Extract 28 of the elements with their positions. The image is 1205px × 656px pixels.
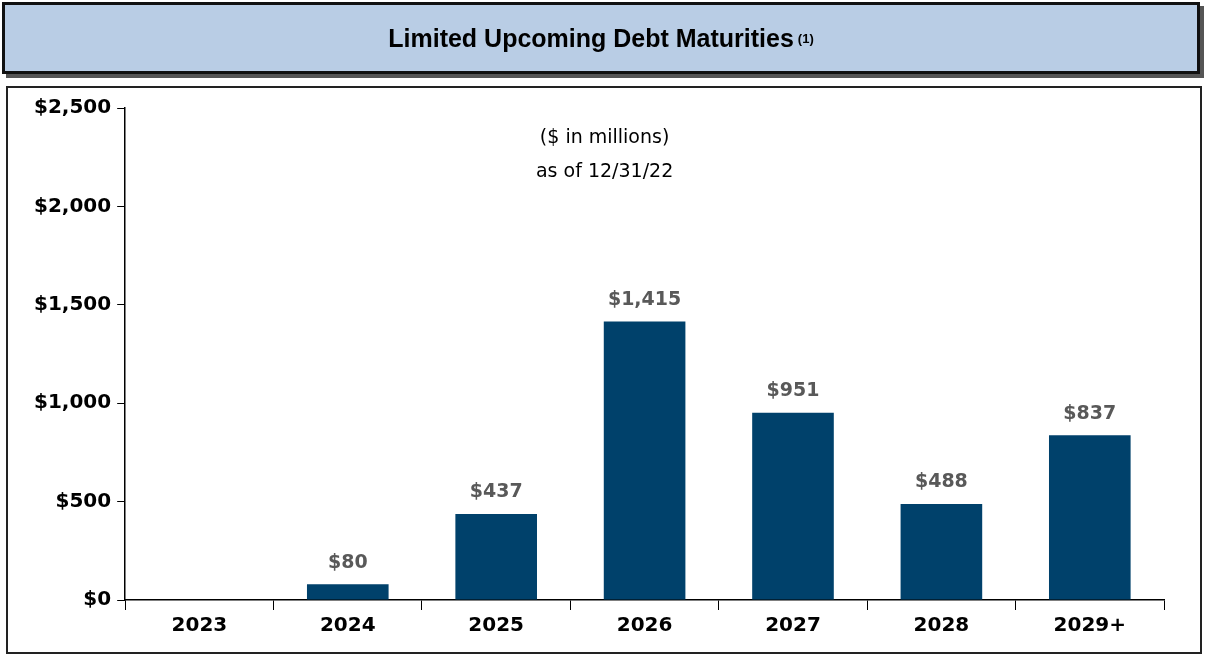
x-tick-label: 2023 — [171, 612, 228, 637]
y-tick-label: $1,500 — [33, 291, 112, 315]
x-tick-label: 2028 — [913, 612, 970, 637]
x-tick-label: 2024 — [319, 612, 376, 637]
x-tick-label: 2025 — [468, 612, 525, 637]
bar — [752, 412, 834, 600]
annotation: as of 12/31/22 — [535, 158, 674, 181]
data-label: $80 — [327, 549, 368, 572]
y-tick-label: $2,000 — [33, 192, 112, 217]
y-tick-label: $1,000 — [33, 389, 112, 414]
data-label: $437 — [469, 479, 523, 502]
data-label: $1,415 — [607, 286, 682, 309]
y-tick-label: $500 — [55, 487, 112, 512]
bar — [455, 514, 537, 600]
bar — [603, 321, 686, 600]
x-tick-label: 2027 — [765, 612, 821, 637]
x-tick-label: 2026 — [616, 612, 673, 637]
bar — [900, 503, 983, 600]
data-label: $837 — [1063, 400, 1117, 423]
chart-title: Limited Upcoming Debt Maturities $^{(1)}$ — [2, 2, 1200, 74]
y-tick-label: $0 — [83, 586, 112, 611]
annotation: ($ in millions) — [539, 124, 670, 147]
x-tick-label: 2029+ — [1053, 612, 1127, 637]
data-label: $951 — [766, 378, 820, 401]
bar — [1048, 435, 1131, 600]
bar — [306, 584, 389, 600]
data-label: $488 — [914, 469, 968, 492]
y-tick-label: $2,500 — [33, 94, 112, 119]
